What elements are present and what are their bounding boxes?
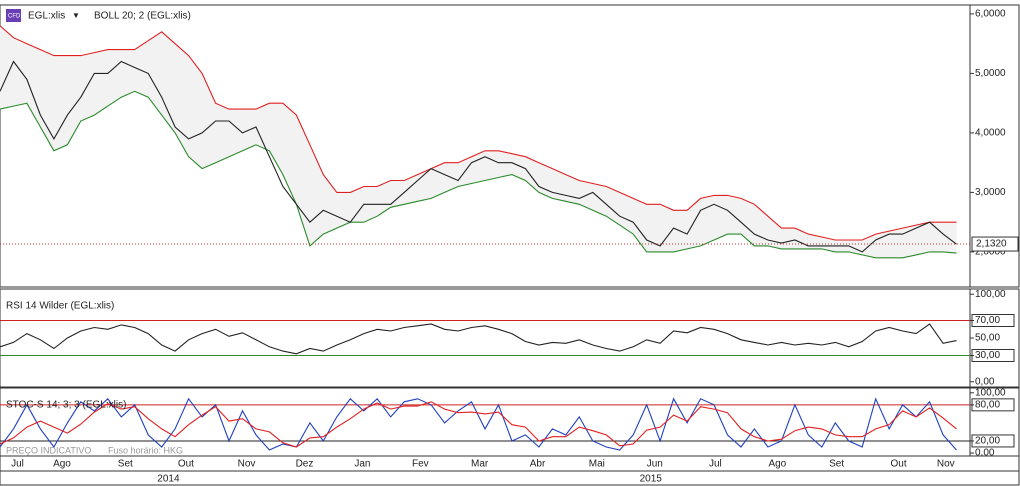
x-tick-label: Mar [471,459,489,470]
x-tick-label: Dez [296,459,314,470]
reference-label-box [971,314,1015,327]
symbol-icon [6,9,21,22]
reference-label-box [971,434,1015,448]
series-line [0,90,957,259]
y-tick-label: 30,00 [975,350,1000,361]
icon-text: CFD [8,14,21,20]
x-tick-label: Out [178,459,194,470]
y-tick-label: 70,00 [975,315,1000,326]
x-tick-label: Abr [530,459,546,470]
x-tick-label: Mai [589,459,605,470]
year-label: 2015 [640,474,663,485]
series-line [0,25,957,241]
x-tick-label: Jan [354,459,370,470]
indicator-title[interactable]: STOC-S 14; 3; 3 (EGL:xlis) [6,400,126,411]
x-tick-label: Nov [937,459,955,470]
timezone-note: Fuso horário: HKG [108,445,183,455]
y-tick-label: 0,00 [975,448,995,459]
symbol-label: EGL:xlis [28,11,65,22]
indicator-title[interactable]: RSI 14 Wilder (EGL:xlis) [6,301,114,312]
dropdown: ▼ [72,11,80,20]
y-tick-label: 2,0000 [975,247,1006,258]
indicator-title[interactable]: BOLL 20; 2 (EGL:xlis) [94,11,191,22]
series-line [0,401,957,448]
reference-label-box [971,398,1015,412]
y-tick-label: 3,0000 [975,187,1006,198]
y-tick-label: 20,00 [975,436,1000,447]
y-tick-label: 0,00 [975,376,995,387]
y-tick-label: 4,0000 [975,128,1006,139]
y-tick-label: 100,00 [975,289,1006,300]
footer-note: PREÇO INDICATIVO [6,445,91,455]
band-fill [0,25,957,258]
x-tick-label: Nov [238,459,256,470]
y-tick-label: 6,0000 [975,9,1006,20]
x-tick-label: Set [118,459,133,470]
y-tick-label: 80,00 [975,399,1000,410]
last-price-label: 2,1320 [976,239,1007,250]
year-label: 2014 [157,474,180,485]
y-tick-label: 50,00 [975,333,1000,344]
y-tick-label: 100,00 [975,387,1006,398]
series-line [0,60,957,253]
x-tick-label: Jul [709,459,722,470]
x-tick-label: Ago [768,459,786,470]
x-tick-label: Out [891,459,907,470]
last-price-box [971,236,1019,252]
series-line [0,323,957,355]
y-tick-label: 5,0000 [975,68,1006,79]
x-tick-label: Jul [11,459,24,470]
x-tick-label: Set [829,459,844,470]
panel [0,288,1020,388]
series-line [0,397,957,451]
reference-label-box [971,349,1015,362]
x-tick-label: Jun [647,459,663,470]
panel [0,4,1020,288]
x-tick-label: Ago [53,459,71,470]
x-tick-label: Fev [412,459,429,470]
